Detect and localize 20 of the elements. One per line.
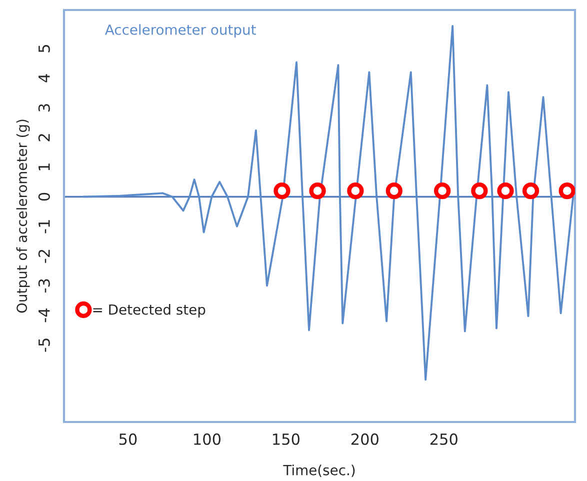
x-tick-label: 200 <box>351 433 378 445</box>
y-tick-label: 4 <box>38 74 50 82</box>
x-tick-label: 50 <box>119 433 137 445</box>
y-tick-label: -5 <box>38 338 50 352</box>
y-tick-label: -3 <box>38 279 50 293</box>
y-axis-title: Output of accelerometer (g) <box>16 120 30 313</box>
y-tick-label: -4 <box>38 308 50 322</box>
legend-label: = Detected step <box>93 304 206 318</box>
x-tick-label: 250 <box>430 433 458 445</box>
y-tick-label: 3 <box>38 104 50 112</box>
y-tick-label: 0 <box>38 192 50 201</box>
y-tick-label: 1 <box>38 164 50 170</box>
y-tick-label: -2 <box>38 250 50 263</box>
x-tick-label: 150 <box>273 433 300 445</box>
y-tick-label: 2 <box>38 134 50 142</box>
x-axis-title: Time(sec.) <box>283 464 355 477</box>
text: Accelerometer output <box>104 24 256 38</box>
y-tick-label: 5 <box>38 45 50 52</box>
y-tick-label: -1 <box>38 220 50 234</box>
x-tick-label: 100 <box>194 433 221 445</box>
